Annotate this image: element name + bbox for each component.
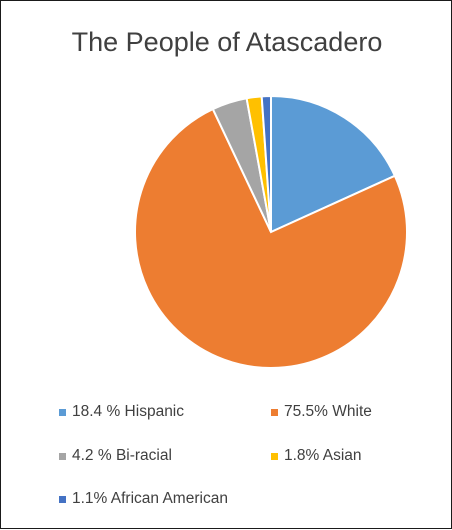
legend-swatch-hispanic: [59, 408, 66, 416]
legend-item-asian: 1.8% Asian: [271, 447, 362, 465]
legend-swatch-asian: [271, 452, 278, 460]
legend-label-hispanic: 18.4 % Hispanic: [72, 403, 185, 420]
legend-label-asian: 1.8% Asian: [284, 447, 362, 464]
chart-title: The People of Atascadero: [71, 27, 383, 57]
legend-item-biracial: 4.2 % Bi-racial: [59, 447, 172, 465]
slice-white: [134, 107, 409, 369]
legend-label-white: 75.5% White: [284, 403, 372, 420]
slice-african-american: [260, 94, 272, 233]
legend-item-white: 75.5% White: [271, 403, 372, 421]
legend-swatch-white: [271, 408, 278, 416]
slice-hispanic: [270, 94, 397, 234]
legend-label-biracial: 4.2 % Bi-racial: [72, 447, 172, 464]
legend-label-african-american: 1.1% African American: [72, 490, 228, 507]
legend-swatch-biracial: [59, 452, 66, 460]
legend-item-hispanic: 18.4 % Hispanic: [59, 403, 184, 421]
legend-swatch-african-american: [59, 495, 66, 503]
legend-item-african-american: 1.1% African American: [59, 490, 228, 508]
